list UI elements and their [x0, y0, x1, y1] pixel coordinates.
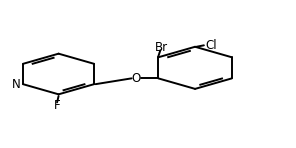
- Text: Cl: Cl: [205, 39, 217, 52]
- Text: F: F: [54, 99, 60, 112]
- Text: Br: Br: [155, 41, 168, 54]
- Text: N: N: [12, 78, 21, 91]
- Text: O: O: [132, 72, 141, 85]
